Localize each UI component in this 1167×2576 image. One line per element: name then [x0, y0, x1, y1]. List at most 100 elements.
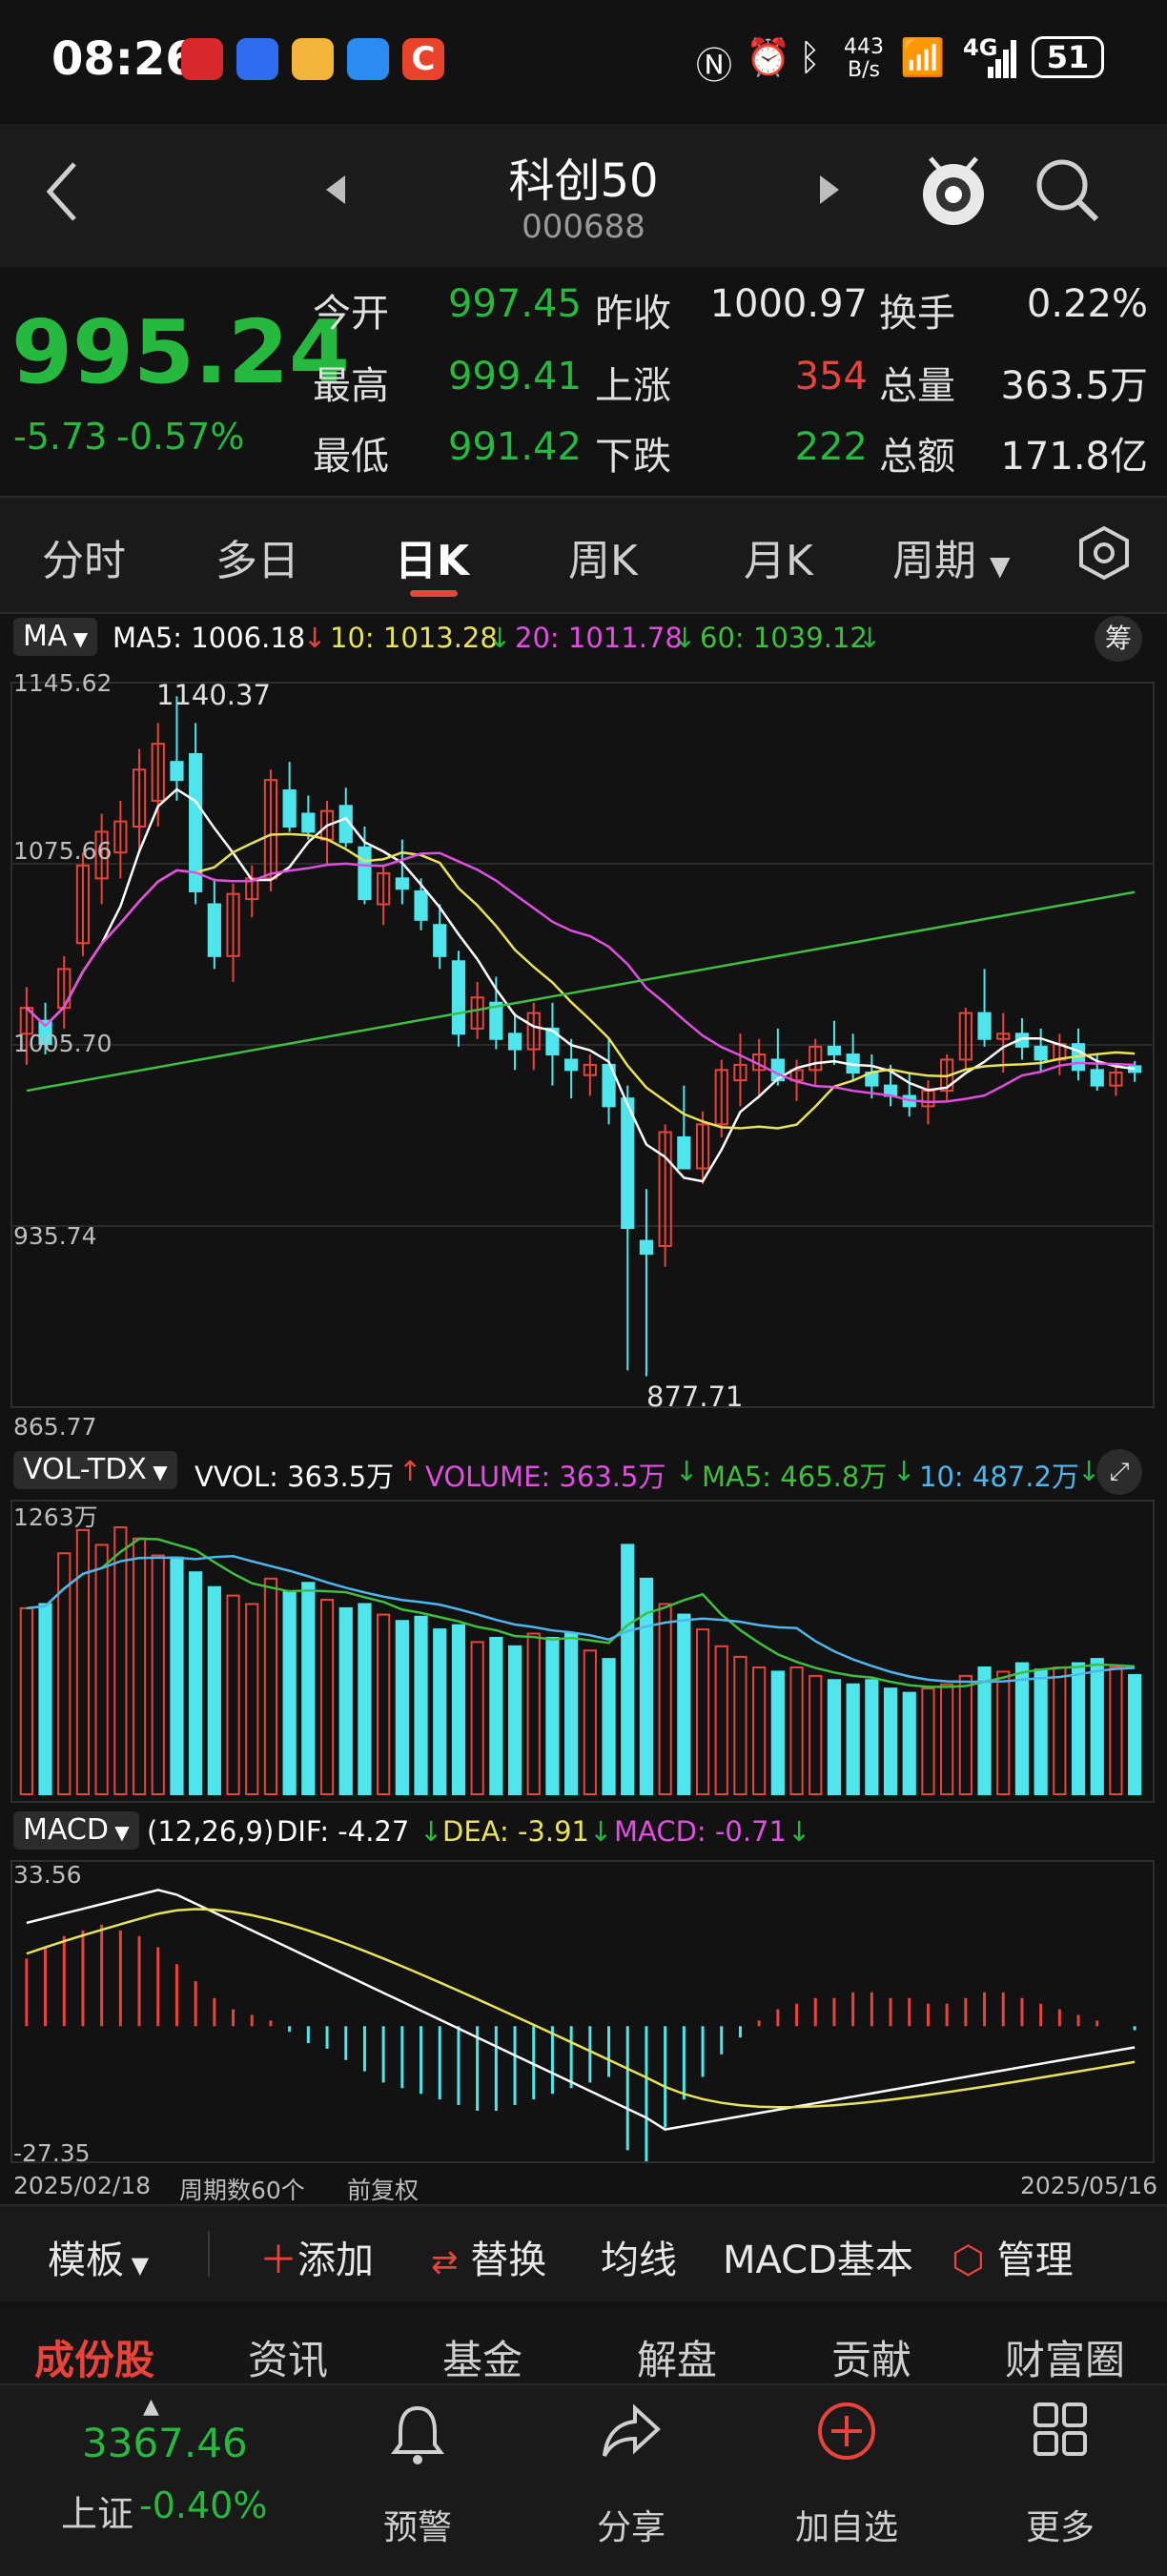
volume-bar — [94, 1544, 109, 1795]
more-grid-icon[interactable] — [1032, 2401, 1089, 2458]
share-button[interactable]: 分享 — [596, 2508, 665, 2547]
ma-selector[interactable]: MA ▼ — [13, 618, 98, 656]
ma60-value: 60: 1039.12 — [700, 622, 868, 654]
cell-label: 4G — [963, 34, 998, 61]
volume-bar — [132, 1537, 147, 1795]
tab-constituents[interactable]: 成份股 — [34, 2337, 155, 2383]
volume-bar — [958, 1674, 972, 1795]
candle-body — [301, 812, 316, 833]
period-tabs: 分时 多日 日K 周K 月K 周期 ▼ — [0, 496, 1167, 614]
app-icon-voice — [236, 38, 278, 80]
label-advancers: 上涨 — [595, 364, 671, 408]
vol-selector[interactable]: VOL-TDX ▼ — [13, 1451, 177, 1489]
candle-body — [733, 1063, 747, 1082]
volume-bar — [977, 1666, 992, 1795]
template-button[interactable]: 模板 ▼ — [48, 2239, 150, 2282]
bottom-bar: ▲ 3367.46 上证 -0.40% 预警 分享 加自选 更多 — [0, 2383, 1167, 2576]
kline-axis-l2: 1075.66 — [13, 837, 113, 865]
volume-bar — [940, 1683, 954, 1795]
replace-indicator-button[interactable]: ⇄ 替换 — [431, 2239, 547, 2282]
vol-legend: VOL-TDX ▼ VVOL: 363.5万 ↑ VOLUME: 363.5万 … — [0, 1447, 1167, 1497]
macd-selector[interactable]: MACD ▼ — [13, 1811, 139, 1850]
volume-bar — [263, 1577, 278, 1795]
add-watchlist-button[interactable]: 加自选 — [794, 2508, 898, 2547]
back-icon[interactable] — [40, 158, 88, 225]
prev-stock-icon[interactable] — [324, 174, 347, 206]
volume-bar — [414, 1615, 428, 1796]
candle-body — [94, 830, 109, 880]
candle-body — [451, 960, 466, 1035]
vol-axis-top: 1263万 — [13, 1503, 98, 1531]
tab-multiday[interactable]: 多日 — [215, 537, 299, 585]
ma10-arrow-icon: ↓ — [488, 622, 512, 654]
volume-bar — [207, 1585, 221, 1796]
candle-body — [38, 1019, 52, 1046]
alert-button[interactable]: 预警 — [382, 2508, 452, 2547]
macd-axis-top: 33.56 — [13, 1861, 82, 1889]
sse-index-value[interactable]: 3367.46 — [82, 2420, 248, 2466]
expand-icon[interactable]: ⤢ — [1096, 1449, 1142, 1495]
stock-code: 000688 — [522, 208, 645, 246]
macd-axis-bottom: -27.35 — [13, 2139, 91, 2167]
tab-funds[interactable]: 基金 — [442, 2337, 523, 2383]
add-watchlist-icon[interactable] — [816, 2401, 877, 2462]
label-turnover: 换手 — [879, 292, 955, 336]
macd-legend: MACD ▼ (12,26,9) DIF: -4.27 ↓ DEA: -3.91… — [0, 1808, 1167, 1857]
cell-signal-icon — [988, 40, 1016, 78]
tab-intraday[interactable]: 分时 — [42, 537, 126, 585]
mascot-icon[interactable] — [917, 153, 990, 229]
next-stock-icon[interactable] — [818, 174, 841, 206]
candle-body — [226, 892, 240, 957]
tab-monthly-k[interactable]: 月K — [744, 537, 813, 585]
ma-button[interactable]: 均线 — [601, 2239, 677, 2282]
bell-icon[interactable] — [389, 2401, 446, 2467]
settings-hexagon-icon[interactable] — [1075, 524, 1133, 582]
kline-axis-bottom: 865.77 — [13, 1413, 97, 1441]
stock-title: 科创50 — [508, 154, 659, 208]
candle-body — [564, 1058, 579, 1072]
volume-bar — [809, 1674, 823, 1795]
macd-frame — [10, 1860, 1155, 2163]
sse-index-change: -0.40% — [139, 2484, 268, 2526]
volume-bar — [338, 1606, 353, 1795]
search-icon[interactable] — [1034, 156, 1100, 223]
sse-index-name: 上证 — [61, 2493, 134, 2535]
volume-bar — [113, 1526, 128, 1795]
candle-body — [1109, 1072, 1123, 1087]
vol-ma5-value: MA5: 465.8万 — [702, 1461, 888, 1493]
bluetooth-icon: ᛒ — [799, 36, 821, 78]
tab-community[interactable]: 财富圈 — [1005, 2337, 1126, 2383]
tab-contribution[interactable]: 贡献 — [831, 2337, 912, 2383]
volume-bar — [377, 1613, 391, 1795]
dea-line — [26, 1908, 1136, 2109]
volume-bar — [602, 1658, 616, 1795]
kline-high-annotation: 1140.37 — [156, 679, 271, 711]
volume-bar — [658, 1603, 672, 1796]
value-high: 999.41 — [448, 355, 582, 399]
kline-chart[interactable] — [0, 667, 1167, 1440]
chip-distribution-button[interactable]: 筹 — [1095, 616, 1142, 662]
tab-period[interactable]: 周期 ▼ — [892, 537, 1011, 585]
tab-news[interactable]: 资讯 — [248, 2337, 329, 2383]
expand-up-icon[interactable]: ▲ — [143, 2395, 159, 2419]
volume-bar — [677, 1613, 691, 1795]
tab-analysis[interactable]: 解盘 — [637, 2337, 718, 2383]
ma5-value: MA5: 1006.18 — [113, 622, 306, 654]
volume-chart[interactable] — [0, 1499, 1167, 1804]
add-indicator-button[interactable]: ＋添加 — [259, 2239, 374, 2282]
volume-bar — [583, 1649, 597, 1795]
more-button[interactable]: 更多 — [1025, 2508, 1095, 2547]
candle-body — [714, 1069, 728, 1126]
vvol-value: VVOL: 363.5万 — [194, 1461, 395, 1493]
tab-weekly-k[interactable]: 周K — [568, 537, 638, 585]
macd-chart[interactable] — [0, 1859, 1167, 2164]
tab-daily-k[interactable]: 日K — [395, 537, 470, 585]
value-decliners: 222 — [794, 425, 868, 469]
price-change-pct: -0.57% — [116, 416, 245, 458]
nav-bar: 科创50 000688 — [0, 124, 1167, 267]
share-icon[interactable] — [601, 2402, 662, 2460]
candle-body — [414, 889, 428, 921]
candle-body — [207, 903, 221, 957]
manage-button[interactable]: ⬡ 管理 — [952, 2239, 1074, 2282]
macd-basic-button[interactable]: MACD基本 — [723, 2239, 913, 2282]
